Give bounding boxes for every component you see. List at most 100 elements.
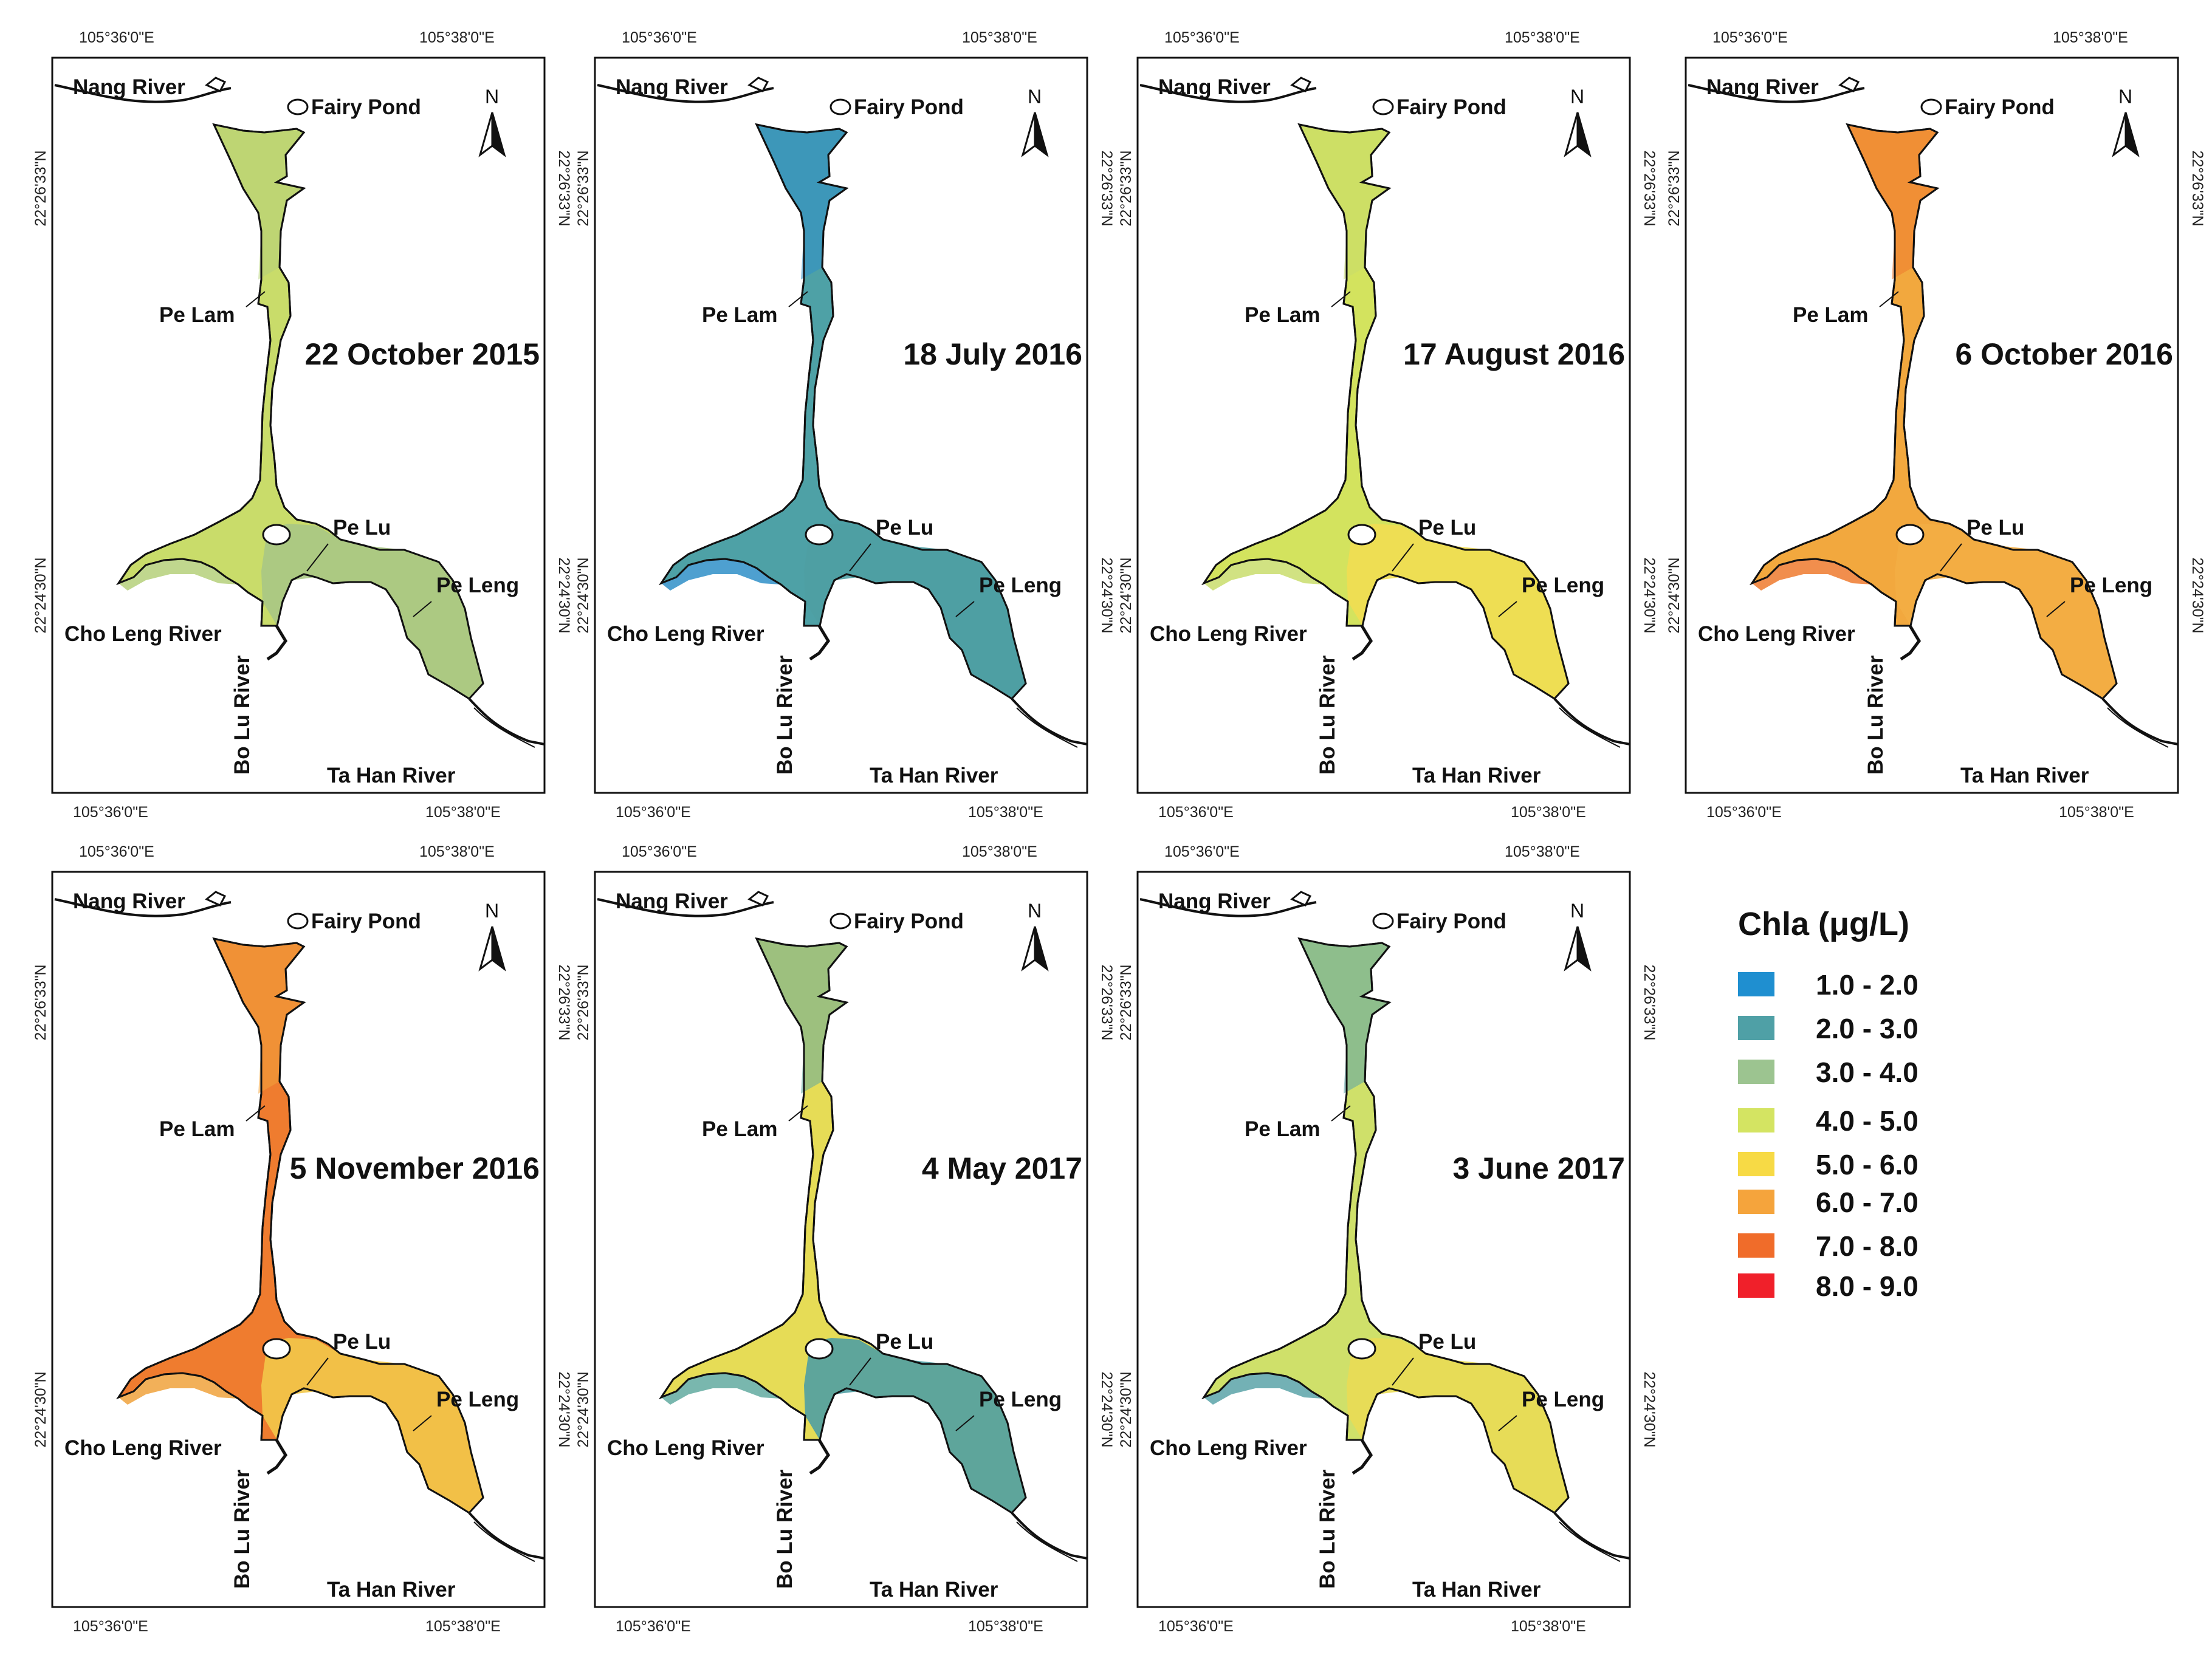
latitude-label-east-south: 22°24'30"N: [555, 1371, 572, 1447]
bo-lu-river-line: [809, 1439, 831, 1475]
bo-lu-river-label: Bo Lu River: [1864, 655, 1887, 775]
panel-date-title: 18 July 2016: [903, 337, 1082, 371]
reservoir-north-basin: [214, 939, 304, 1094]
nang-river-label: Nang River: [1706, 75, 1819, 99]
ta-han-river-line: [1553, 1512, 1630, 1560]
bo-lu-river-line: [1352, 1439, 1373, 1475]
longitude-label-bottom-west: 105°36'0"E: [73, 1618, 148, 1635]
longitude-label-top-east: 105°38'0"E: [2053, 29, 2128, 46]
ta-han-river-label: Ta Han River: [327, 764, 456, 787]
longitude-label-top-west: 105°36'0"E: [1164, 843, 1240, 860]
reservoir-north-basin: [1299, 939, 1389, 1094]
latitude-label-east-north: 22°26'33"N: [555, 964, 572, 1040]
fairy-pond-shape: [287, 98, 309, 115]
cho-leng-river-label: Cho Leng River: [607, 1436, 764, 1460]
reservoir-cho-leng-arm: [1204, 559, 1324, 591]
island: [805, 1338, 834, 1360]
bo-lu-river-line: [809, 625, 831, 661]
longitude-label-bottom-east: 105°38'0"E: [968, 1618, 1043, 1635]
nang-river-label: Nang River: [73, 889, 185, 913]
bo-lu-river-line: [1352, 625, 1373, 661]
fairy-pond-label: Fairy Pond: [854, 910, 964, 933]
nang-river-line: [1139, 898, 1317, 917]
island: [262, 1338, 291, 1360]
pe-lu-label: Pe Lu: [1418, 1330, 1476, 1354]
latitude-label-west-north: 22°26'33"N: [1118, 150, 1135, 226]
nang-river-line: [1688, 84, 1865, 103]
map-frame: [1136, 871, 1631, 1608]
chla-map: N 105°36'0"E 105°38'0"E 105°36'0"E 105°38'0"…: [1118, 29, 1658, 821]
reservoir-south-basin: [804, 524, 1026, 699]
north-arrow-icon: N: [1021, 86, 1049, 157]
longitude-label-top-west: 105°36'0"E: [1712, 29, 1788, 46]
chla-map: N 105°36'0"E 105°38'0"E 105°36'0"E 105°38'0"…: [575, 843, 1115, 1635]
ta-han-river-line: [1553, 697, 1630, 745]
cho-leng-river-label: Cho Leng River: [1150, 1436, 1307, 1460]
chla-map: N 105°36'0"E 105°38'0"E 105°36'0"E 105°38'0"…: [32, 29, 572, 821]
longitude-label-bottom-west: 105°36'0"E: [1158, 804, 1234, 821]
reservoir-cho-leng-arm: [118, 1373, 238, 1405]
map-panel: N 105°36'0"E 105°38'0"E 105°36'0"E 105°38'0"…: [1085, 0, 1658, 821]
longitude-label-bottom-west: 105°36'0"E: [1158, 1618, 1234, 1635]
panel-date-title: 17 August 2016: [1403, 337, 1625, 371]
island: [1895, 524, 1925, 546]
cho-leng-river-label: Cho Leng River: [64, 622, 222, 646]
north-label: N: [1570, 900, 1584, 922]
longitude-label-bottom-west: 105°36'0"E: [1706, 804, 1782, 821]
fairy-pond-shape: [1920, 98, 1942, 115]
north-arrow-icon: N: [478, 900, 506, 971]
latitude-label-east-north: 22°26'33"N: [555, 150, 572, 226]
north-label: N: [1028, 900, 1042, 922]
longitude-label-bottom-east: 105°38'0"E: [968, 804, 1043, 821]
reservoir-cho-leng-arm: [661, 559, 781, 591]
fairy-pond-shape: [1372, 98, 1394, 115]
latitude-label-west-south: 22°24'30"N: [1666, 557, 1683, 633]
nang-river-label: Nang River: [616, 889, 728, 913]
longitude-label-bottom-east: 105°38'0"E: [425, 1618, 501, 1635]
longitude-label-top-west: 105°36'0"E: [1164, 29, 1240, 46]
island: [262, 524, 291, 546]
cho-leng-river-label: Cho Leng River: [1698, 622, 1855, 646]
map-panel: N 105°36'0"E 105°38'0"E 105°36'0"E 105°38'0"…: [543, 0, 1115, 821]
latitude-label-east-south: 22°24'30"N: [555, 557, 572, 633]
legend-swatch: [1738, 1060, 1774, 1084]
fairy-pond-label: Fairy Pond: [1945, 95, 2055, 119]
nang-river-label: Nang River: [1158, 75, 1271, 99]
longitude-label-top-west: 105°36'0"E: [622, 843, 697, 860]
longitude-label-top-west: 105°36'0"E: [79, 29, 154, 46]
latitude-label-west-north: 22°26'33"N: [32, 964, 49, 1040]
longitude-label-top-west: 105°36'0"E: [622, 29, 697, 46]
legend-label: 7.0 - 8.0: [1816, 1230, 1918, 1262]
pe-leng-label: Pe Leng: [2070, 574, 2152, 597]
longitude-label-bottom-east: 105°38'0"E: [1511, 1618, 1586, 1635]
pe-lam-label: Pe Lam: [702, 1117, 778, 1141]
north-label: N: [1028, 86, 1042, 108]
reservoir-south-basin: [261, 524, 483, 699]
fairy-pond-label: Fairy Pond: [1396, 95, 1506, 119]
nang-river-line: [597, 898, 774, 917]
reservoir-north-basin: [757, 939, 847, 1094]
legend-label: 6.0 - 7.0: [1816, 1187, 1918, 1218]
ta-han-river-label: Ta Han River: [1960, 764, 2089, 787]
pe-leng-label: Pe Leng: [436, 574, 519, 597]
pe-lam-label: Pe Lam: [1245, 303, 1321, 327]
nang-river-label: Nang River: [616, 75, 728, 99]
latitude-label-east-north: 22°26'33"N: [1098, 964, 1115, 1040]
map-panel: N 105°36'0"E 105°38'0"E 105°36'0"E 105°38'0"…: [543, 814, 1115, 1635]
longitude-label-top-east: 105°38'0"E: [962, 29, 1037, 46]
latitude-label-east-south: 22°24'30"N: [1098, 1371, 1115, 1447]
legend-swatch: [1738, 1152, 1774, 1176]
fairy-pond-label: Fairy Pond: [311, 95, 421, 119]
map-panel: N 105°36'0"E 105°38'0"E 105°36'0"E 105°38'0"…: [1633, 0, 2206, 821]
legend-label: 1.0 - 2.0: [1816, 969, 1918, 1001]
ta-han-river-label: Ta Han River: [1412, 764, 1541, 787]
pe-leng-label: Pe Leng: [979, 574, 1062, 597]
bo-lu-river-line: [266, 1439, 288, 1475]
panel-date-title: 5 November 2016: [290, 1151, 540, 1185]
reservoir-cho-leng-arm: [118, 559, 238, 591]
map-frame: [594, 57, 1088, 794]
reservoir-south-basin: [261, 1338, 483, 1513]
ta-han-river-label: Ta Han River: [1412, 1578, 1541, 1602]
fairy-pond-shape: [829, 913, 851, 930]
latitude-label-west-south: 22°24'30"N: [32, 557, 49, 633]
